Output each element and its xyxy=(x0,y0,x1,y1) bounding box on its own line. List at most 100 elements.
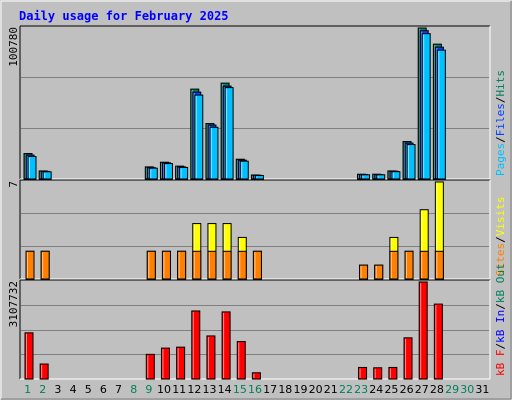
day-label: 12 xyxy=(187,383,201,396)
pages-bar xyxy=(163,163,173,180)
day-label: 13 xyxy=(203,383,217,396)
kbytes-bar xyxy=(373,367,383,380)
panel-kbytes: 3107732 kB F/kB In/kB Out xyxy=(7,263,507,380)
pages-bar xyxy=(224,87,234,180)
day-label: 18 xyxy=(278,383,292,396)
pages-bar xyxy=(436,49,446,180)
day-label: 2 xyxy=(39,383,46,396)
day-label: 16 xyxy=(248,383,262,396)
day-label: 4 xyxy=(70,383,77,396)
day-label: 23 xyxy=(354,383,368,396)
day-axis-labels: 1 2 3 4 5 6 7 8 9 10 11 12 13 14 15 16 17 18 19 20 21 22 23 24 2… xyxy=(24,383,489,396)
panel-visits-sites: 7 Sites/Visits xyxy=(7,179,507,280)
pages-bar xyxy=(406,144,416,180)
sites-bar xyxy=(434,250,444,280)
y-axis-max-label: 7 xyxy=(7,181,20,188)
kbytes-bar xyxy=(191,310,201,380)
day-label: 10 xyxy=(157,383,171,396)
legend-visits: Visits xyxy=(494,197,507,237)
kbytes-bar xyxy=(236,341,246,380)
kbytes-bar xyxy=(418,281,428,380)
panel-legend: kB F/kB In/kB Out xyxy=(494,263,507,376)
day-label: 19 xyxy=(293,383,307,396)
kbytes-bar xyxy=(145,353,155,380)
kbytes-bar xyxy=(206,335,216,380)
kbytes-bar xyxy=(388,366,398,380)
day-label: 20 xyxy=(309,383,323,396)
pages-bar xyxy=(209,126,219,180)
day-label: 24 xyxy=(369,383,383,396)
legend-sites: Sites xyxy=(494,243,507,276)
sites-bar xyxy=(177,250,187,280)
pages-bar xyxy=(42,171,52,180)
sites-bar xyxy=(40,250,50,280)
sites-bar xyxy=(192,250,202,280)
kbytes-bar xyxy=(24,332,34,380)
sites-bar xyxy=(161,250,171,280)
pages-bar xyxy=(361,174,371,180)
pages-bar xyxy=(148,167,158,180)
day-label: 21 xyxy=(324,383,338,396)
kbytes-bar xyxy=(358,366,368,380)
legend-kb-out: kB Out xyxy=(494,263,507,303)
pages-bar xyxy=(376,174,386,180)
legend-sep: / xyxy=(494,136,507,143)
kbytes-bar xyxy=(221,311,231,380)
day-label: 25 xyxy=(384,383,398,396)
pages-bar xyxy=(254,175,264,180)
day-label: 6 xyxy=(100,383,107,396)
pages-bar xyxy=(27,156,37,180)
sites-bar xyxy=(146,250,156,280)
pages-bar xyxy=(391,171,401,180)
panel-legend: Sites/Visits xyxy=(494,197,507,277)
y-axis-max-label: 100780 xyxy=(7,27,20,67)
day-label: 9 xyxy=(145,383,152,396)
kbytes-bar xyxy=(160,347,170,380)
pages-bar xyxy=(239,160,249,180)
y-axis-max-label: 3107732 xyxy=(7,281,20,327)
kbytes-bar xyxy=(403,337,413,380)
kbytes-bar xyxy=(176,346,186,380)
legend-sep: / xyxy=(494,236,507,243)
day-label: 7 xyxy=(115,383,122,396)
chart-title: Daily usage for February 2025 xyxy=(19,9,229,23)
kbytes-bar xyxy=(39,363,49,380)
legend-sep: / xyxy=(494,97,507,104)
sites-bar xyxy=(237,250,247,280)
kbytes-bar xyxy=(433,303,443,380)
panel-legend: Pages/Files/Hits xyxy=(494,70,507,176)
day-label: 26 xyxy=(400,383,414,396)
day-label: 29 xyxy=(445,383,459,396)
legend-sep: / xyxy=(494,343,507,350)
legend-pages: Pages xyxy=(494,143,507,176)
chart-panels: 100780Pages/Files/Hits7Sites/Visits31077… xyxy=(7,25,507,380)
legend-hits: Hits xyxy=(494,70,507,97)
sites-bar xyxy=(359,264,369,280)
day-label: 3 xyxy=(54,383,61,396)
day-label: 1 xyxy=(24,383,31,396)
day-label: 27 xyxy=(415,383,429,396)
day-label: 8 xyxy=(130,383,137,396)
day-label: 22 xyxy=(339,383,353,396)
legend-files: Files xyxy=(494,103,507,136)
day-label: 14 xyxy=(218,383,232,396)
day-label: 15 xyxy=(233,383,247,396)
kbytes-bar xyxy=(251,372,261,380)
legend-sep: / xyxy=(494,303,507,310)
sites-bar xyxy=(207,250,217,280)
pages-bar xyxy=(421,33,431,180)
pages-bar xyxy=(194,94,204,180)
pages-bar xyxy=(179,166,189,180)
sites-bar xyxy=(252,250,262,280)
sites-bar xyxy=(404,250,414,280)
day-label: 28 xyxy=(430,383,444,396)
day-label: 31 xyxy=(475,383,489,396)
sites-bar xyxy=(419,250,429,280)
day-label: 11 xyxy=(172,383,186,396)
day-label: 5 xyxy=(85,383,92,396)
legend-kb-in: kB In xyxy=(494,310,507,343)
